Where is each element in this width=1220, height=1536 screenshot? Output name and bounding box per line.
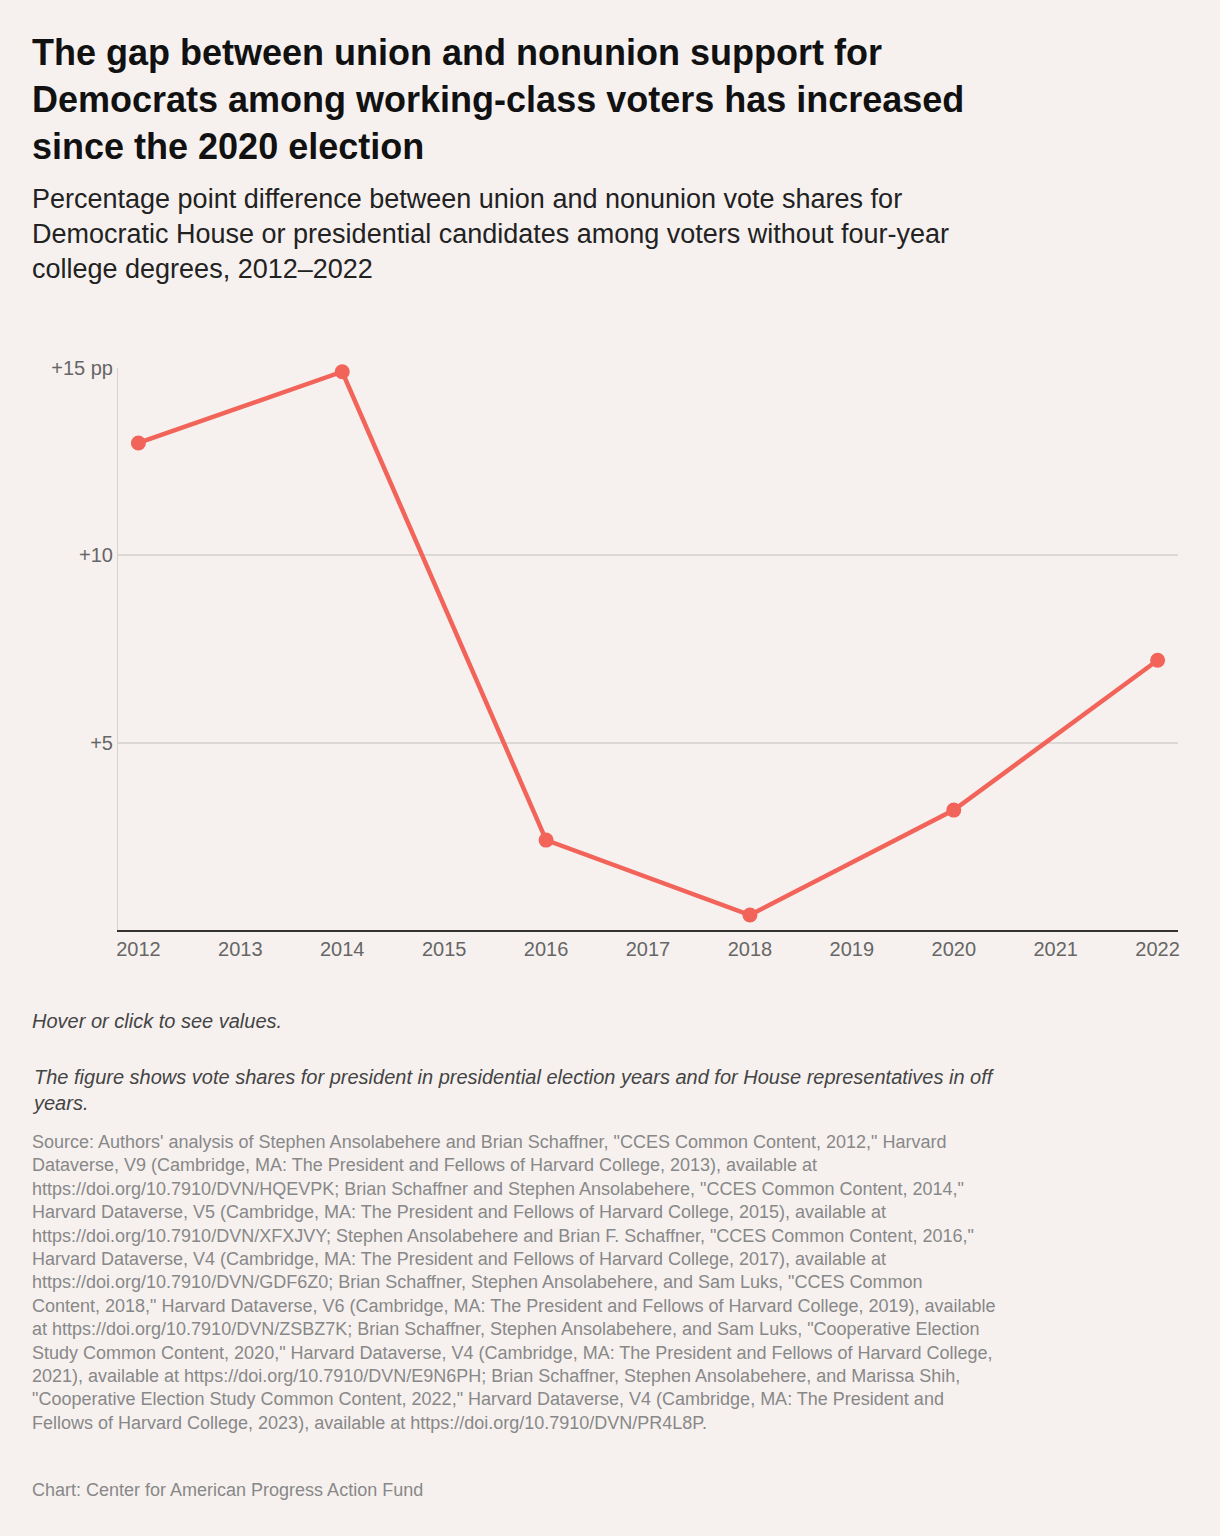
svg-text:Source: Authors' analysis of S: Source: Authors' analysis of Stephen Ans… [32, 1132, 996, 1433]
svg-text:2012: 2012 [116, 938, 161, 960]
svg-text:2017: 2017 [626, 938, 671, 960]
svg-text:+15 pp: +15 pp [51, 357, 113, 379]
svg-text:+10: +10 [79, 544, 113, 566]
svg-text:2015: 2015 [422, 938, 467, 960]
svg-text:The gap between union and nonu: The gap between union and nonunion suppo… [32, 32, 964, 167]
svg-text:2013: 2013 [218, 938, 263, 960]
svg-text:Percentage point difference be: Percentage point difference between unio… [32, 184, 949, 284]
svg-text:2020: 2020 [932, 938, 977, 960]
svg-text:2018: 2018 [728, 938, 773, 960]
svg-text:2016: 2016 [524, 938, 569, 960]
svg-text:2014: 2014 [320, 938, 365, 960]
svg-text:Hover or click to see values.: Hover or click to see values. [32, 1010, 282, 1032]
svg-text:2021: 2021 [1033, 938, 1078, 960]
svg-text:+5: +5 [90, 732, 113, 754]
svg-text:2019: 2019 [830, 938, 875, 960]
svg-text:The figure shows vote shares f: The figure shows vote shares for preside… [32, 1066, 995, 1114]
svg-text:2022: 2022 [1135, 938, 1180, 960]
svg-text:Chart: Center for American Pro: Chart: Center for American Progress Acti… [32, 1480, 423, 1500]
